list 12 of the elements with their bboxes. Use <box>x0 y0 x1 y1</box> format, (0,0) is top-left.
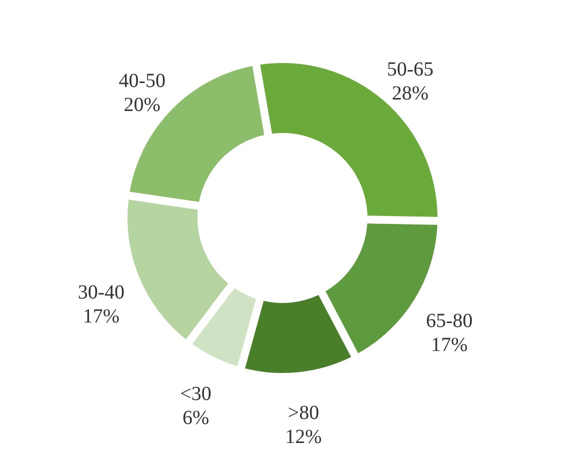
data-label: 28% <box>392 82 429 104</box>
slice-label: 50-65 <box>386 58 434 80</box>
slice-label: 65-80 <box>426 310 473 332</box>
data-label: 12% <box>285 426 322 448</box>
slice-label: >80 <box>288 402 320 424</box>
slice-label: 40-50 <box>118 70 166 92</box>
data-label: 20% <box>124 94 160 116</box>
slice-label: <30 <box>180 382 212 405</box>
data-label: 6% <box>182 406 210 429</box>
slice-label: 30-40 <box>78 282 125 304</box>
data-label: 17% <box>430 334 468 356</box>
data-label: 17% <box>82 306 120 328</box>
